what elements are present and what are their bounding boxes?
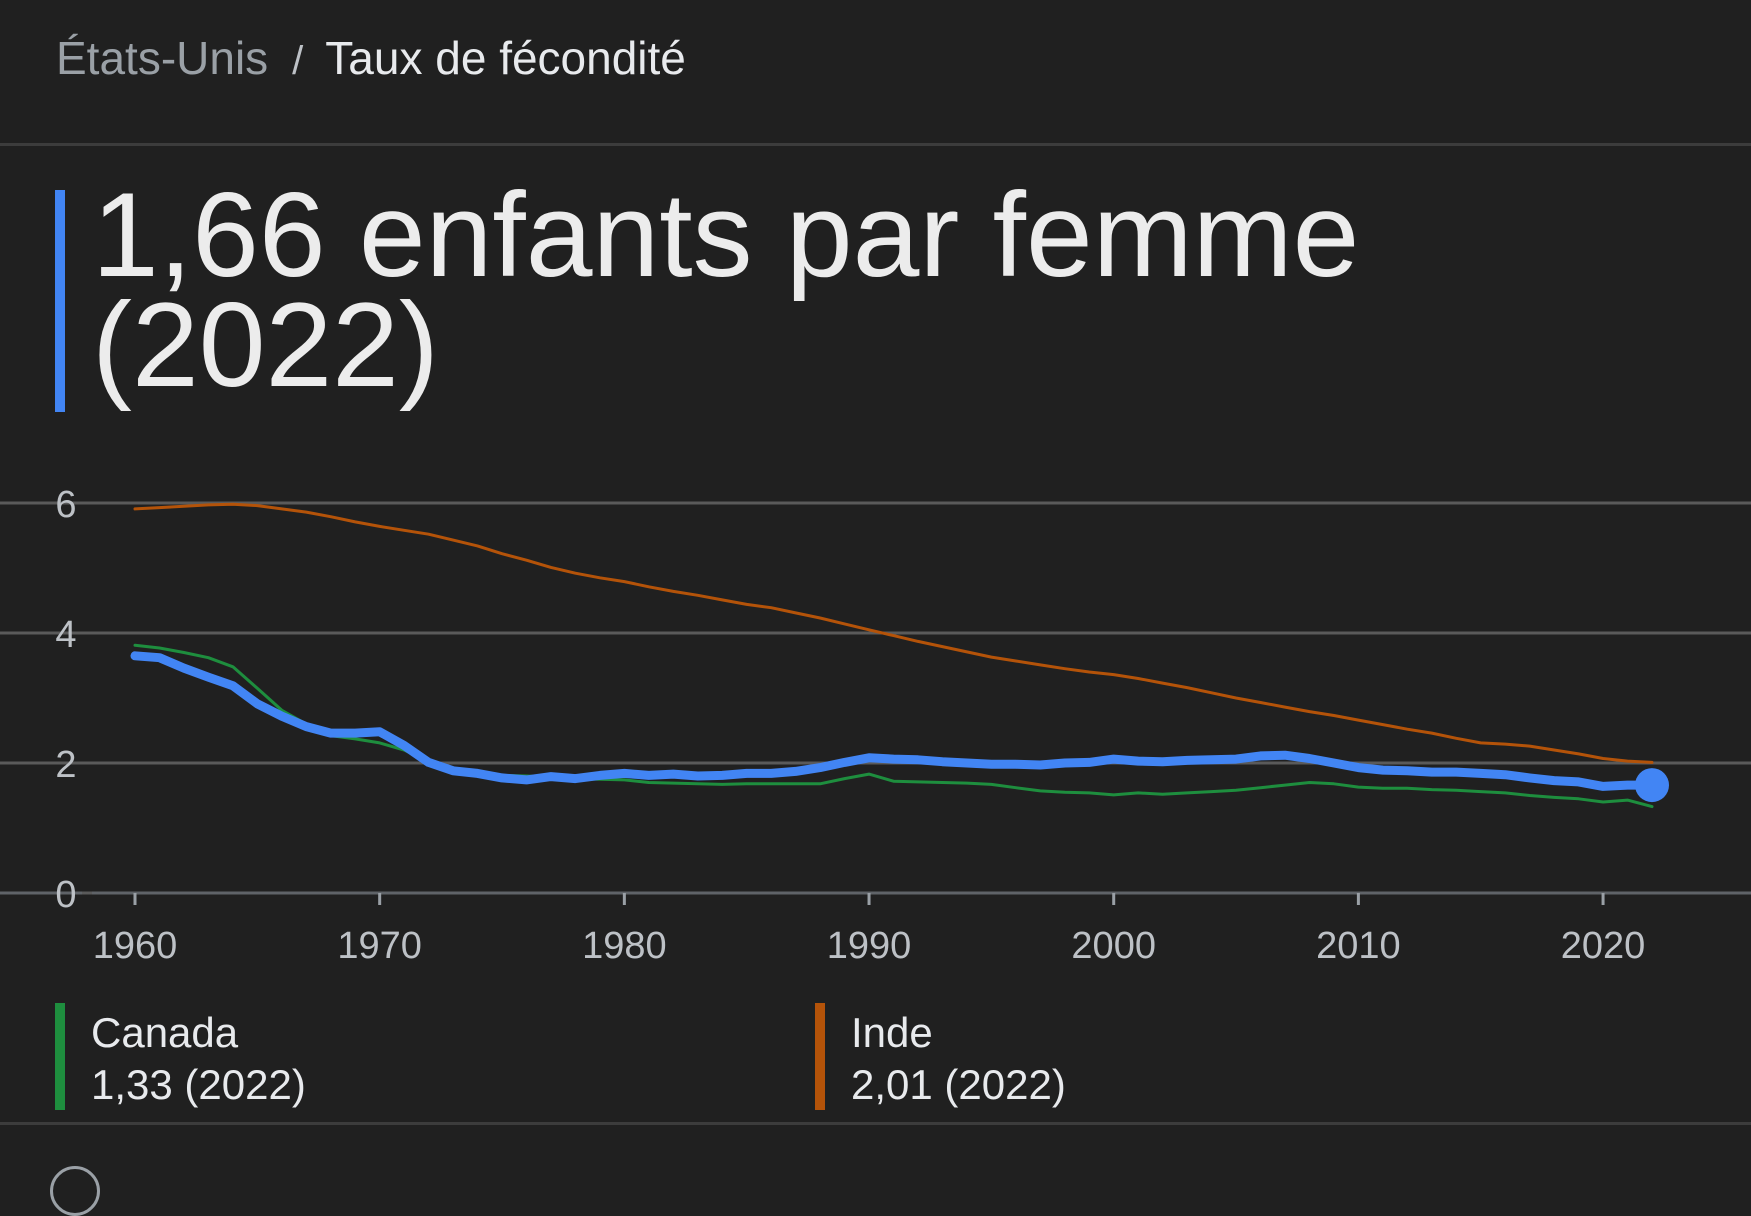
y-tick-label-2: 2 [55, 744, 76, 786]
headline-accent-bar [55, 190, 65, 412]
series-line-0 [133, 502, 1654, 764]
x-tick-label-2010: 2010 [1316, 925, 1401, 967]
page-title: 1,66 enfants par femme (2022) [92, 168, 1360, 412]
fertility-line-chart[interactable]: 0 2 4 6 1960 1970 1980 1990 2000 2010 2020 [0, 460, 1751, 980]
x-tick-label-1960: 1960 [93, 925, 178, 967]
legend-value-canada: 1,33 (2022) [91, 1061, 306, 1108]
legend-divider [0, 1122, 1751, 1125]
legend-value-inde: 2,01 (2022) [851, 1061, 1066, 1108]
breadcrumb-parent-link[interactable]: États-Unis [56, 32, 269, 84]
y-tick-label-6: 6 [55, 484, 76, 526]
y-tick-label-0: 0 [55, 874, 76, 916]
series-line-2 [130, 651, 1657, 791]
x-tick-label-1980: 1980 [582, 925, 667, 967]
breadcrumb-current: Taux de fécondité [325, 32, 686, 84]
x-tick-label-2000: 2000 [1071, 925, 1156, 967]
legend-name-canada: Canada [91, 1009, 239, 1056]
breadcrumb: États-Unis / Taux de fécondité [56, 26, 686, 93]
x-tick-label-1990: 1990 [827, 925, 912, 967]
breadcrumb-separator: / [292, 39, 304, 83]
legend-name-inde: Inde [851, 1009, 933, 1056]
info-circle-icon[interactable] [50, 1166, 100, 1216]
legend-color-bar-inde [815, 1003, 825, 1110]
legend-color-bar-canada [55, 1003, 65, 1110]
series-end-point [1635, 768, 1669, 803]
header-divider [0, 143, 1751, 146]
x-tick-label-1970: 1970 [337, 925, 422, 967]
x-tick-label-2020: 2020 [1561, 925, 1646, 967]
y-tick-label-4: 4 [55, 614, 76, 656]
series-line-1 [133, 643, 1654, 809]
